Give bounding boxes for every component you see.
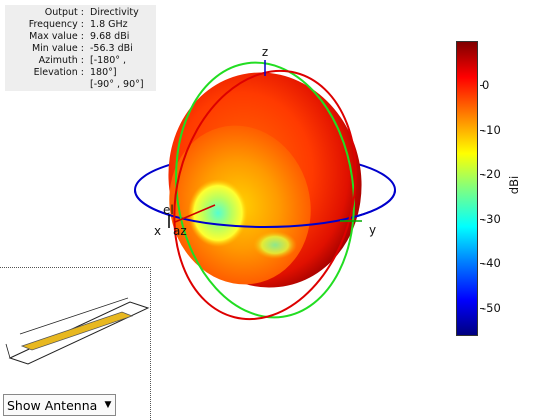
y-axis-label: y [369, 223, 376, 237]
el-label: el [163, 203, 174, 217]
info-key: Elevation : [33, 67, 84, 78]
colorbar-tick-label: -10 [482, 123, 501, 137]
info-value: [-90° , 90°] [90, 79, 144, 90]
colorbar [456, 41, 478, 336]
elevation-circle-xz [173, 69, 357, 321]
info-key: Output : [44, 7, 84, 18]
info-value: 1.8 GHz [90, 19, 128, 30]
antenna-preview-panel [0, 267, 151, 420]
dropdown-label: Show Antenna [7, 397, 98, 413]
info-value: Directivity [90, 7, 139, 18]
show-antenna-dropdown[interactable]: Show Antenna ▼ [3, 394, 116, 416]
pattern-null [188, 179, 248, 247]
colorbar-tick-label: -50 [482, 301, 501, 315]
info-key: Max value : [29, 31, 84, 42]
colorbar-tick-label: -20 [482, 167, 501, 181]
info-value: [-180° , [90, 55, 127, 66]
elevation-circle-yz [175, 61, 355, 319]
info-key: Azimuth : [38, 55, 84, 66]
x-axis-label: x [154, 224, 161, 238]
info-panel: Output : Directivity Frequency : 1.8 GHz… [5, 5, 156, 91]
info-value: -56.3 dBi [90, 43, 133, 54]
colorbar-tick-label: -30 [482, 212, 501, 226]
colorbar-tick-label: 0 [482, 78, 490, 92]
info-value: 9.68 dBi [90, 31, 130, 42]
info-key: Frequency : [28, 19, 84, 30]
colorbar-unit-label: dBi [507, 175, 522, 195]
colorbar-tick-label: -40 [482, 256, 501, 270]
z-axis-label: z [262, 45, 268, 59]
pattern-null-secondary [253, 231, 297, 259]
x-axis [174, 204, 216, 223]
info-key: Min value : [31, 43, 84, 54]
triangle-down-icon: ▼ [104, 400, 112, 410]
info-value: 180°] [90, 67, 117, 78]
antenna-geometry-icon [5, 297, 150, 365]
az-label: az [173, 224, 187, 238]
